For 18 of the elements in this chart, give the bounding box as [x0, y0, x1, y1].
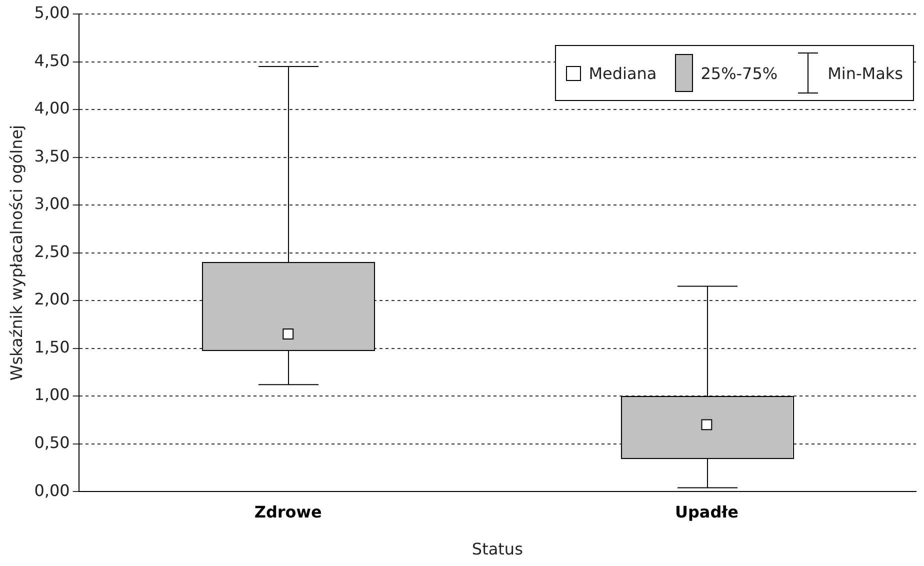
- y-tick-label: 0,00: [34, 480, 70, 500]
- y-tick-label: 1,00: [34, 385, 70, 404]
- y-axis-title: Wskaźnik wypłacalności ogólnej: [6, 125, 26, 381]
- legend-label: 25%-75%: [700, 64, 778, 82]
- x-tick-label: Zdrowe: [254, 502, 322, 522]
- y-tick-label: 0,50: [34, 432, 70, 452]
- x-tick-label: Upadłe: [674, 502, 739, 522]
- y-tick-label: 2,50: [34, 242, 70, 261]
- annotation: Min-Maks: [828, 64, 903, 82]
- y-tick-label: 5,00: [34, 3, 70, 22]
- annotation: Mediana: [588, 64, 657, 82]
- y-tick-label: 3,00: [34, 194, 70, 214]
- x-axis-title: Status: [472, 540, 523, 559]
- y-tick-label: 4,00: [34, 98, 70, 118]
- y-tick-label: 2,00: [34, 290, 70, 309]
- y-tick-label: 3,50: [34, 146, 70, 166]
- y-tick-label: 4,50: [34, 50, 70, 70]
- y-tick-label: 1,50: [34, 337, 70, 356]
